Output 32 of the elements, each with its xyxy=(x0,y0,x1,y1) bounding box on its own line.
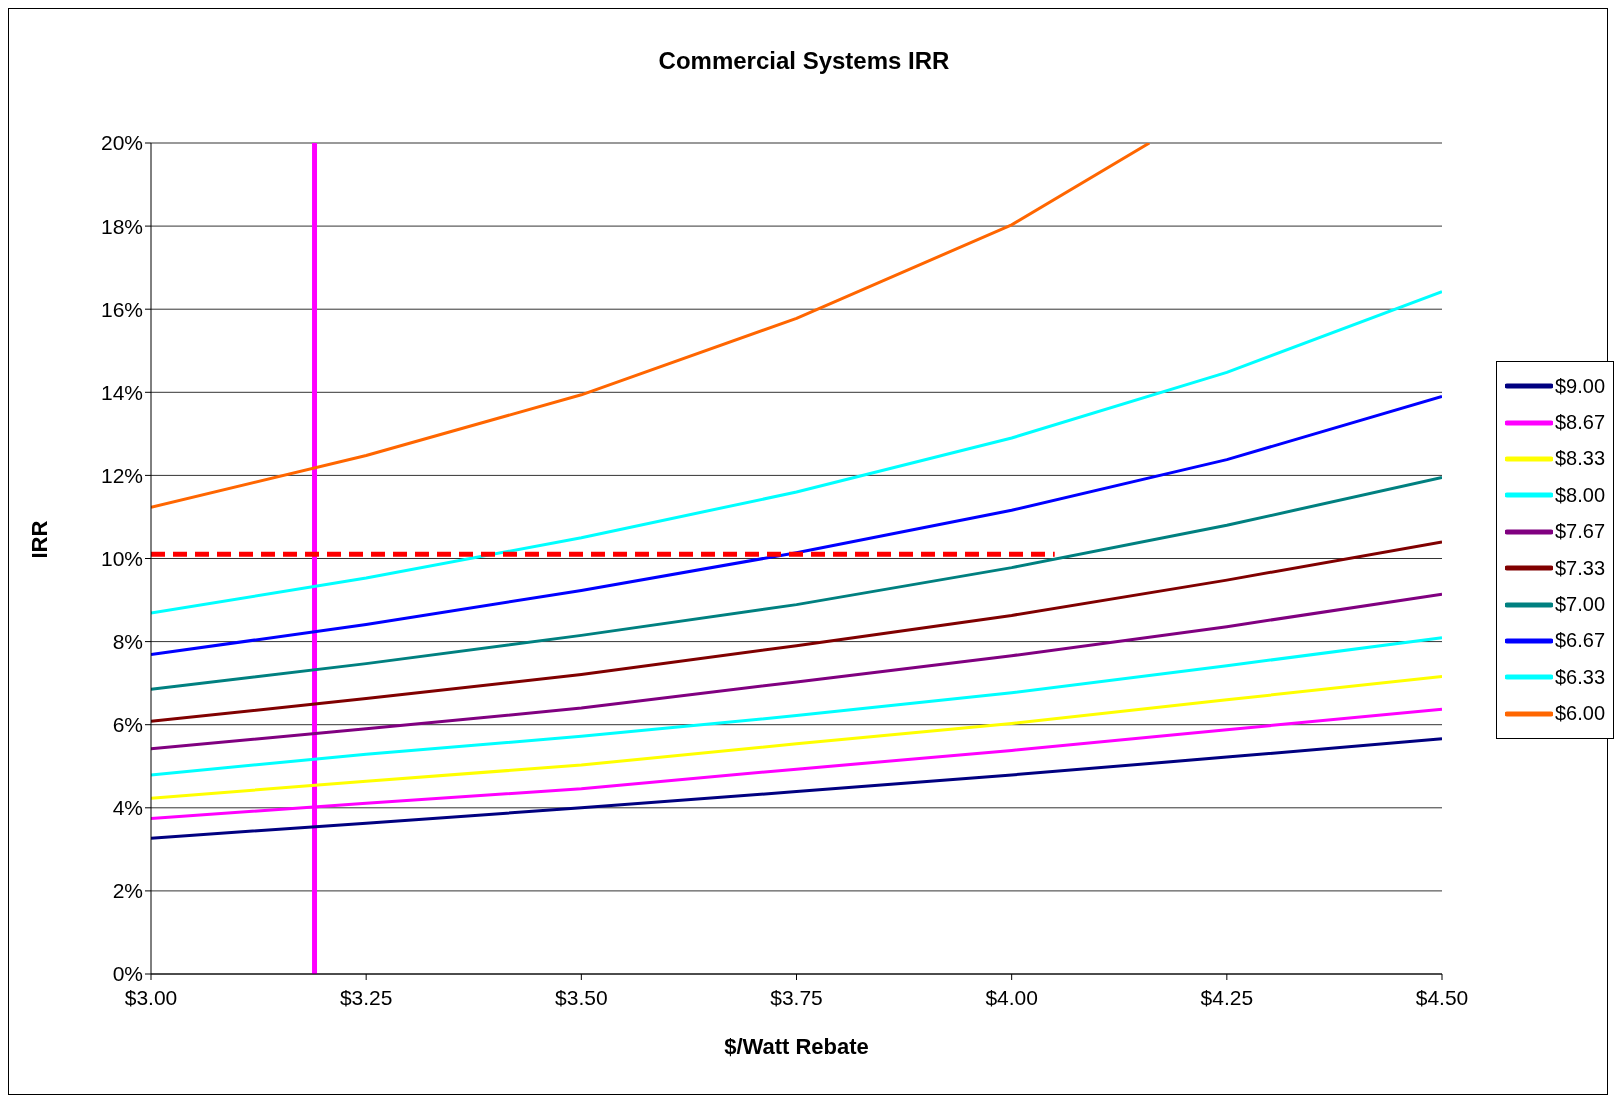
legend-label: $8.00 xyxy=(1555,483,1606,507)
x-tick-label: $3.75 xyxy=(770,985,823,1009)
x-tick-label: $4.25 xyxy=(1200,985,1254,1009)
chart-title: Commercial Systems IRR xyxy=(657,47,951,75)
legend-label: $7.00 xyxy=(1555,593,1606,617)
x-tick-label: $3.25 xyxy=(339,985,393,1009)
y-tick-label: 0% xyxy=(112,962,143,986)
y-tick-label: 18% xyxy=(100,214,143,238)
x-axis-title: $/Watt Rebate xyxy=(724,1034,869,1059)
y-tick-label: 12% xyxy=(100,463,143,487)
x-tick-label: $4.00 xyxy=(985,985,1038,1009)
y-tick-label: 8% xyxy=(112,630,143,654)
legend-label: $6.67 xyxy=(1555,629,1606,653)
legend-label: $6.00 xyxy=(1555,702,1606,726)
legend-label: $7.67 xyxy=(1555,520,1606,544)
y-tick-label: 20% xyxy=(100,131,143,155)
y-axis-title: IRR xyxy=(26,520,52,559)
line-series xyxy=(151,143,1151,509)
x-tick-label: $4.50 xyxy=(1415,985,1469,1009)
y-tick-label: 4% xyxy=(112,796,143,820)
y-tick-label: 6% xyxy=(112,713,143,737)
legend-label: $8.33 xyxy=(1555,447,1606,471)
y-tick-label: 16% xyxy=(100,297,143,321)
y-tick-label: 2% xyxy=(112,879,143,903)
x-tick-label: $3.50 xyxy=(555,985,608,1009)
x-tick-label: $3.00 xyxy=(124,985,178,1009)
y-tick-label: 10% xyxy=(100,546,143,570)
legend-label: $8.67 xyxy=(1555,411,1606,435)
legend-label: $7.33 xyxy=(1555,556,1606,580)
legend-label: $6.33 xyxy=(1555,665,1606,689)
legend-label: $9.00 xyxy=(1555,374,1606,398)
y-tick-label: 14% xyxy=(100,380,143,404)
